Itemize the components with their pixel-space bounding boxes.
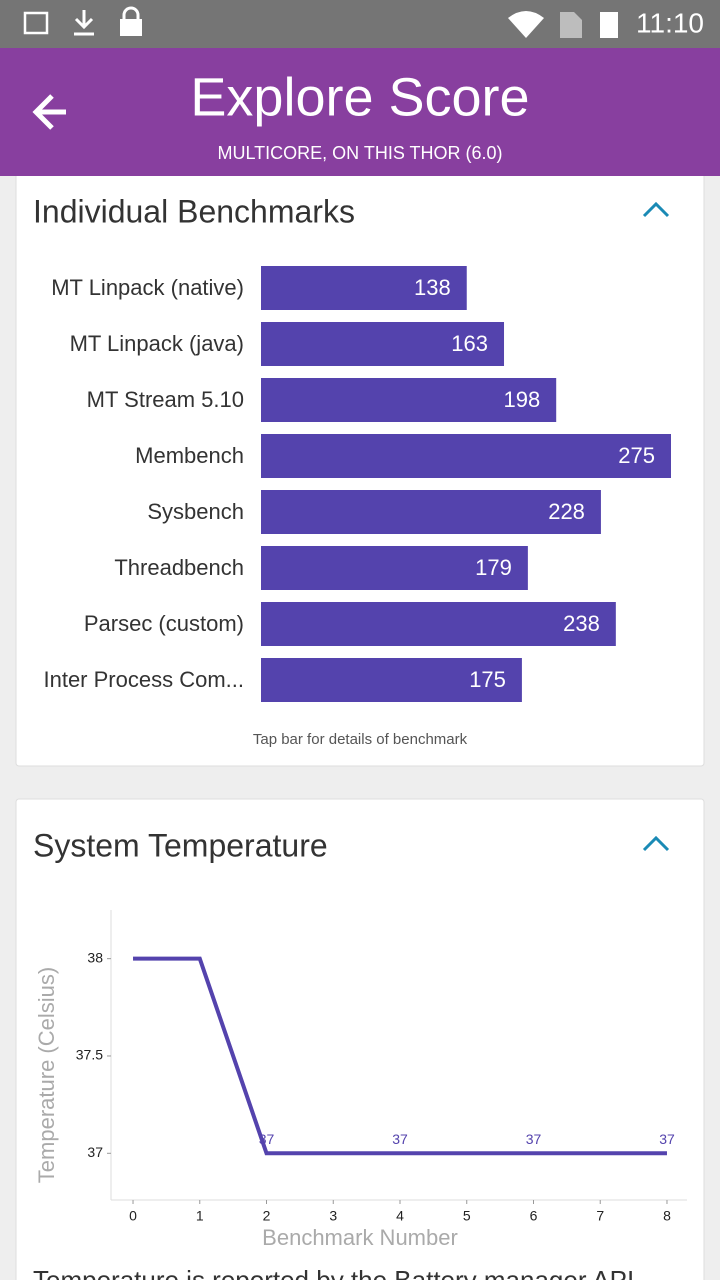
y-tick-label: 37 [87, 1144, 103, 1160]
point-label: 37 [659, 1131, 675, 1147]
wifi-icon [508, 11, 544, 38]
bar[interactable] [261, 266, 467, 310]
bar-value: 138 [414, 275, 451, 300]
temperature-line [133, 956, 667, 1156]
x-tick-label: 6 [530, 1208, 538, 1224]
bar-value: 275 [618, 443, 655, 468]
bar[interactable] [261, 378, 557, 422]
bar[interactable] [261, 490, 601, 534]
card-note: Temperature is reported by the Battery m… [33, 1265, 634, 1280]
bar-label: MT Linpack (java) [70, 331, 244, 356]
y-tick-label: 38 [87, 949, 103, 965]
temperature-card [15, 798, 705, 1280]
bar-label: MT Linpack (native) [51, 275, 244, 300]
y-tick-label: 37.5 [76, 1047, 103, 1063]
card-title: System Temperature [33, 827, 328, 863]
bar-value: 198 [503, 387, 540, 412]
battery-icon [600, 12, 618, 38]
bar[interactable] [261, 322, 505, 366]
gallery-icon [23, 11, 49, 35]
header-title: Explore Score [190, 67, 529, 127]
card-footer: Tap bar for details of benchmark [253, 731, 468, 748]
x-tick-label: 3 [329, 1208, 337, 1224]
bar[interactable] [261, 658, 522, 702]
x-tick-label: 7 [596, 1208, 604, 1224]
bar-value: 175 [469, 667, 506, 692]
bar-label: Membench [135, 443, 244, 468]
status-time: 11:10 [636, 7, 704, 38]
y-axis-label: Temperature (Celsius) [34, 967, 59, 1183]
back-button[interactable] [32, 94, 66, 130]
bar-value: 163 [451, 331, 488, 356]
bar-label: Threadbench [114, 555, 244, 580]
bar-label: Inter Process Com... [43, 667, 244, 692]
download-icon [74, 10, 94, 36]
header [0, 48, 720, 176]
x-tick-label: 4 [396, 1208, 404, 1224]
lock-shackle [122, 6, 140, 19]
x-tick-label: 0 [129, 1208, 137, 1224]
lock-icon [120, 19, 142, 36]
point-label: 37 [259, 1131, 275, 1147]
bar-label: MT Stream 5.10 [87, 387, 244, 412]
bar-label: Sysbench [147, 499, 244, 524]
bar[interactable] [261, 602, 616, 646]
bar-value: 228 [548, 499, 585, 524]
x-axis-label: Benchmark Number [262, 1225, 458, 1250]
bar-label: Parsec (custom) [84, 611, 244, 636]
header-subtitle: MULTICORE, ON THIS THOR (6.0) [217, 143, 502, 163]
bar-value: 179 [475, 555, 512, 580]
card-title: Individual Benchmarks [33, 193, 355, 229]
x-tick-label: 5 [463, 1208, 471, 1224]
bar-value: 238 [563, 611, 600, 636]
collapse-button[interactable] [642, 201, 670, 218]
sim-icon [560, 12, 582, 38]
point-label: 37 [392, 1131, 408, 1147]
x-tick-label: 8 [663, 1208, 671, 1224]
point-label: 37 [526, 1131, 542, 1147]
collapse-button[interactable] [642, 835, 670, 852]
x-tick-label: 1 [196, 1208, 204, 1224]
bar[interactable] [261, 434, 671, 478]
x-tick-label: 2 [263, 1208, 271, 1224]
bar[interactable] [261, 546, 528, 590]
